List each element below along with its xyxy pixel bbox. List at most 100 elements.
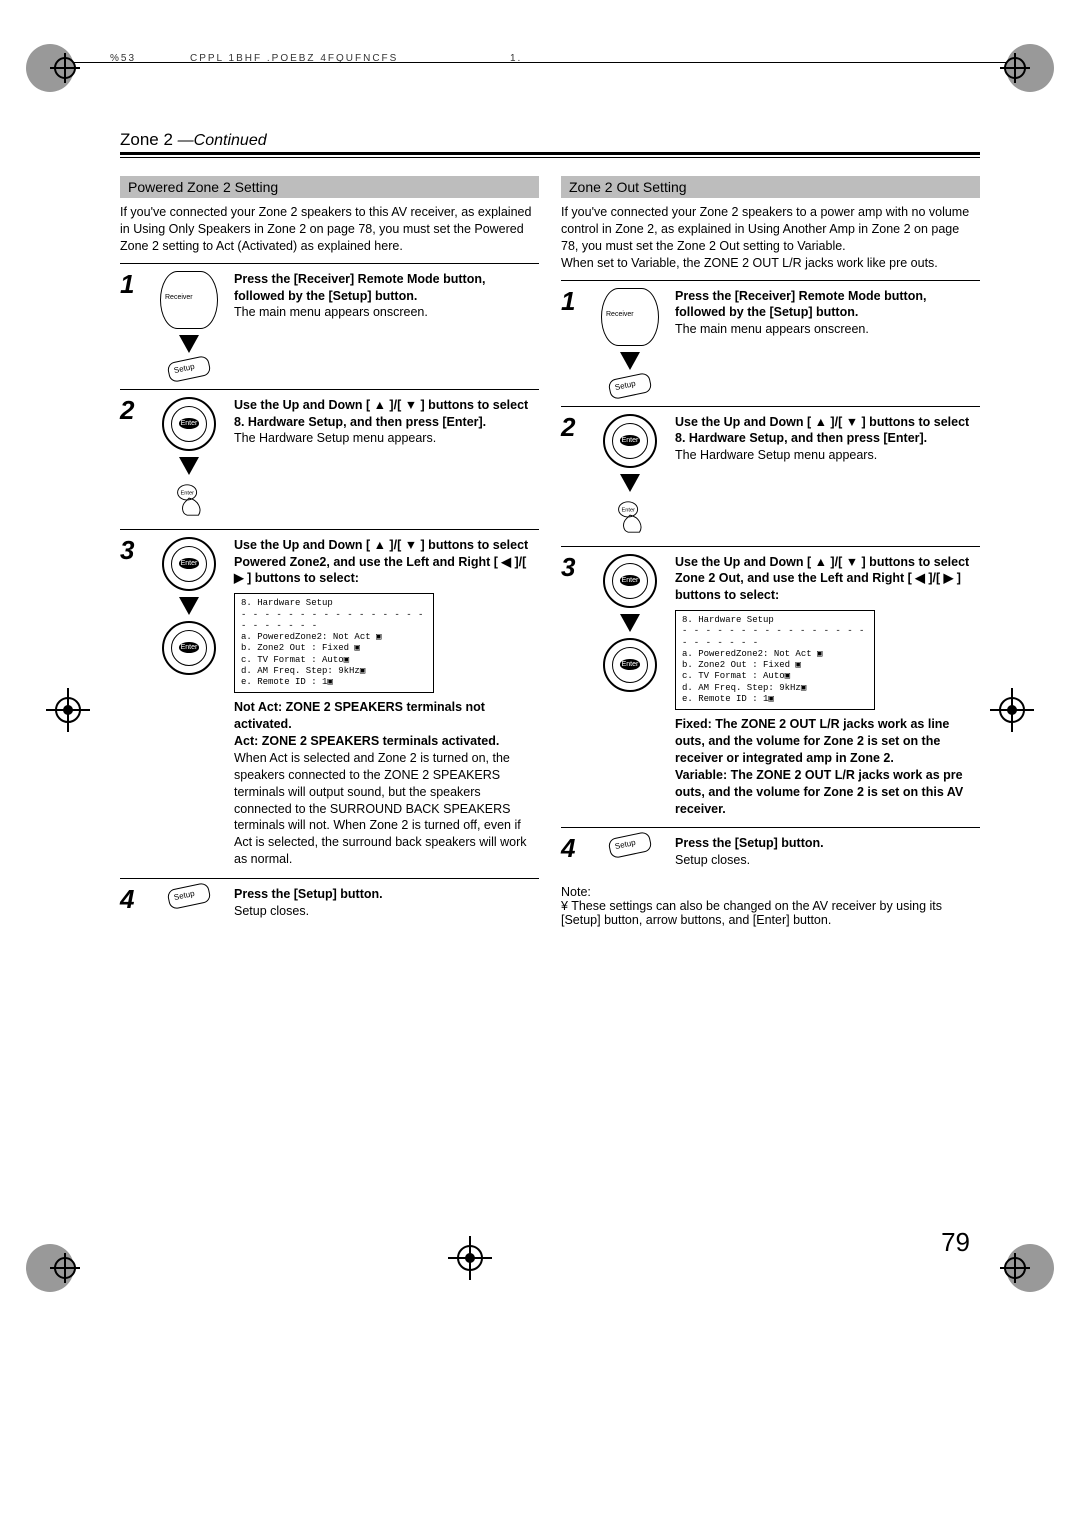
osd-line: c. TV Format : Auto▣ xyxy=(241,655,427,666)
dpad-enter-icon: Enter xyxy=(162,621,216,675)
crop-mark-icon xyxy=(972,670,1052,750)
step-bold: Use the Up and Down [ ▲ ]/[ ▼ ] buttons … xyxy=(675,555,969,603)
step-icon-group: Enter Enter xyxy=(154,397,224,519)
step-icon-group xyxy=(595,288,665,396)
step-plain: The Hardware Setup menu appears. xyxy=(234,431,436,445)
hand-press-icon: Enter xyxy=(611,498,649,536)
osd-divider: - - - - - - - - - - - - - - - - - - - - … xyxy=(241,610,427,633)
step-plain: The main menu appears onscreen. xyxy=(675,322,869,336)
header-rule xyxy=(30,62,1050,63)
dpad-enter-icon: Enter xyxy=(603,554,657,608)
dpad-enter-icon: Enter xyxy=(603,414,657,468)
step-icon-group: Enter Enter xyxy=(595,414,665,536)
step-icon-group xyxy=(595,835,665,869)
step-option-variable: Variable: The ZONE 2 OUT L/R jacks work … xyxy=(675,767,980,818)
osd-line: e. Remote ID : 1▣ xyxy=(241,677,427,688)
step-bold: Use the Up and Down [ ▲ ]/[ ▼ ] buttons … xyxy=(234,538,528,586)
osd-title: 8. Hardware Setup xyxy=(682,615,868,626)
setup-button-icon xyxy=(166,882,211,910)
step-text: Use the Up and Down [ ▲ ]/[ ▼ ] buttons … xyxy=(675,414,980,536)
step-bold: Press the [Receiver] Remote Mode button,… xyxy=(675,289,926,320)
osd-line: d. AM Freq. Step: 9kHz▣ xyxy=(682,683,868,694)
dpad-enter-icon: Enter xyxy=(162,397,216,451)
crop-mark-icon xyxy=(990,28,1070,108)
left-step-2: 2 Enter Enter Use the Up and Down [ ▲ ]/… xyxy=(120,390,539,530)
step-icon-group xyxy=(154,886,224,920)
osd-line: b. Zone2 Out : Fixed ▣ xyxy=(241,643,427,654)
receiver-button-icon xyxy=(601,288,659,346)
osd-line: a. PoweredZone2: Not Act ▣ xyxy=(682,649,868,660)
svg-text:Enter: Enter xyxy=(180,490,194,496)
note-block: Note: ¥ These settings can also be chang… xyxy=(561,885,980,927)
step-icon-group: Enter Enter xyxy=(595,554,665,818)
crop-mark-icon xyxy=(990,1228,1070,1308)
section-continued: —Continued xyxy=(178,132,267,149)
step-icon-group xyxy=(154,271,224,379)
section-title: Zone 2 —Continued xyxy=(120,130,980,150)
section-title-text: Zone 2 xyxy=(120,130,173,149)
step-text: Use the Up and Down [ ▲ ]/[ ▼ ] buttons … xyxy=(675,554,980,818)
step-bold: Press the [Setup] button. xyxy=(675,836,824,850)
right-step-4: 4 Press the [Setup] button. Setup closes… xyxy=(561,828,980,879)
right-intro: If you've connected your Zone 2 speakers… xyxy=(561,204,980,272)
step-number: 3 xyxy=(561,554,585,818)
step-text: Press the [Setup] button. Setup closes. xyxy=(675,835,980,869)
step-number: 4 xyxy=(120,886,144,920)
osd-title: 8. Hardware Setup xyxy=(241,598,427,609)
step-plain: Setup closes. xyxy=(675,853,750,867)
page-number: 79 xyxy=(941,1227,970,1258)
right-step-3: 3 Enter Enter Use the Up and Down [ ▲ ]/… xyxy=(561,547,980,829)
note-text: ¥ These settings can also be changed on … xyxy=(561,899,942,927)
step-option-act: Act: ZONE 2 SPEAKERS terminals activated… xyxy=(234,733,539,750)
step-bold: Use the Up and Down [ ▲ ]/[ ▼ ] buttons … xyxy=(234,398,528,429)
arrow-down-icon xyxy=(179,597,199,615)
step-plain: The Hardware Setup menu appears. xyxy=(675,448,877,462)
step-plain: The main menu appears onscreen. xyxy=(234,305,428,319)
receiver-button-icon xyxy=(160,271,218,329)
left-column: Powered Zone 2 Setting If you've connect… xyxy=(120,176,539,930)
step-text: Press the [Receiver] Remote Mode button,… xyxy=(675,288,980,396)
setup-button-icon xyxy=(166,354,211,382)
arrow-down-icon xyxy=(179,457,199,475)
step-number: 1 xyxy=(561,288,585,396)
step-icon-group: Enter Enter xyxy=(154,537,224,868)
arrow-down-icon xyxy=(179,335,199,353)
arrow-down-icon xyxy=(620,474,640,492)
crop-mark-icon xyxy=(28,670,108,750)
step-option-fixed: Fixed: The ZONE 2 OUT L/R jacks work as … xyxy=(675,716,980,767)
crop-mark-icon xyxy=(430,1218,510,1298)
arrow-down-icon xyxy=(620,614,640,632)
setup-button-icon xyxy=(607,831,652,859)
step-number: 2 xyxy=(561,414,585,536)
step-bold: Press the [Setup] button. xyxy=(234,887,383,901)
step-text: Use the Up and Down [ ▲ ]/[ ▼ ] buttons … xyxy=(234,537,539,868)
svg-text:Enter: Enter xyxy=(621,507,635,513)
dpad-enter-icon: Enter xyxy=(162,537,216,591)
step-number: 3 xyxy=(120,537,144,868)
left-intro: If you've connected your Zone 2 speakers… xyxy=(120,204,539,255)
osd-line: b. Zone2 Out : Fixed ▣ xyxy=(682,660,868,671)
left-subhead: Powered Zone 2 Setting xyxy=(120,176,539,198)
left-step-4: 4 Press the [Setup] button. Setup closes… xyxy=(120,879,539,930)
osd-line: a. PoweredZone2: Not Act ▣ xyxy=(241,632,427,643)
right-subhead: Zone 2 Out Setting xyxy=(561,176,980,198)
right-column: Zone 2 Out Setting If you've connected y… xyxy=(561,176,980,930)
step-bold: Use the Up and Down [ ▲ ]/[ ▼ ] buttons … xyxy=(675,415,969,446)
step-option-notact: Not Act: ZONE 2 SPEAKERS terminals not a… xyxy=(234,699,539,733)
step-text: Use the Up and Down [ ▲ ]/[ ▼ ] buttons … xyxy=(234,397,539,519)
setup-button-icon xyxy=(607,371,652,399)
crop-mark-icon xyxy=(10,1228,90,1308)
step-number: 1 xyxy=(120,271,144,379)
left-step-1: 1 Press the [Receiver] Remote Mode butto… xyxy=(120,264,539,390)
crop-mark-icon xyxy=(10,28,90,108)
step-text: Press the [Setup] button. Setup closes. xyxy=(234,886,539,920)
hand-press-icon: Enter xyxy=(170,481,208,519)
right-step-2: 2 Enter Enter Use the Up and Down [ ▲ ]/… xyxy=(561,407,980,547)
osd-line: c. TV Format : Auto▣ xyxy=(682,671,868,682)
section-rule xyxy=(120,152,980,158)
osd-divider: - - - - - - - - - - - - - - - - - - - - … xyxy=(682,626,868,649)
step-rest: When Act is selected and Zone 2 is turne… xyxy=(234,750,539,868)
step-number: 4 xyxy=(561,835,585,869)
osd-line: e. Remote ID : 1▣ xyxy=(682,694,868,705)
left-step-3: 3 Enter Enter Use the Up and Down [ ▲ ]/… xyxy=(120,530,539,879)
